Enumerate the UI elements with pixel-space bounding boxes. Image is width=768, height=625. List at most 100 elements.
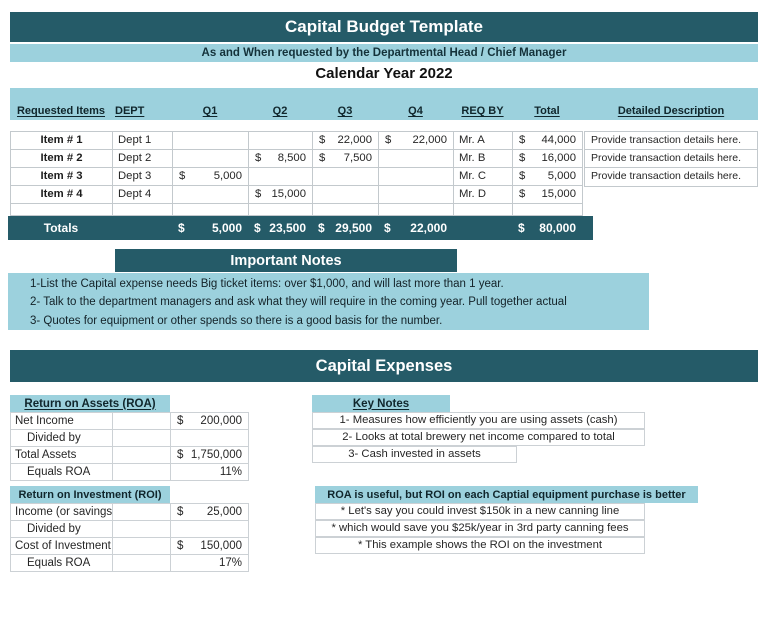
empty-cell[interactable] [113, 538, 171, 555]
empty-cell[interactable] [11, 204, 113, 216]
cell-q3[interactable]: $22,000 [313, 132, 379, 150]
cell-total[interactable]: $16,000 [513, 150, 583, 168]
cell-total[interactable]: $5,000 [513, 168, 583, 186]
roa-table: Net Income $200,000 Divided by Total Ass… [10, 412, 249, 481]
cell-total[interactable]: $44,000 [513, 132, 583, 150]
cell-req-by[interactable]: Mr. B [454, 150, 513, 168]
currency-symbol: $ [519, 152, 526, 164]
col-header-dept: DEPT [115, 105, 145, 117]
cell-req-by[interactable]: Mr. C [454, 168, 513, 186]
roi-label[interactable]: Income (or savings) [11, 504, 113, 521]
cell-q2[interactable] [249, 132, 313, 150]
key-note-line: 2- Looks at total brewery net income com… [312, 429, 645, 446]
cell-dept[interactable]: Dept 3 [113, 168, 173, 186]
cell-q4[interactable]: $22,000 [379, 132, 454, 150]
roi-value[interactable] [171, 521, 249, 538]
empty-cell[interactable] [173, 204, 249, 216]
roa-label[interactable]: Divided by [11, 430, 113, 447]
note-line: 3- Quotes for equipment or other spends … [30, 314, 443, 327]
cell-q2[interactable] [249, 168, 313, 186]
roa-label[interactable]: Equals ROA [11, 464, 113, 481]
page-title: Capital Budget Template [10, 12, 758, 42]
empty-cell[interactable] [113, 413, 171, 430]
col-header-req-by: REQ BY [461, 105, 504, 117]
currency-symbol: $ [179, 170, 186, 182]
key-notes-title: Key Notes [312, 395, 450, 412]
roa-label[interactable]: Total Assets [11, 447, 113, 464]
roi-note-line: * Let's say you could invest $150k in a … [315, 503, 645, 520]
empty-cell[interactable] [379, 204, 454, 216]
page-subtitle: As and When requested by the Departmenta… [10, 44, 758, 62]
cell-item-name[interactable]: Item # 4 [11, 186, 113, 204]
roi-result[interactable]: 17% [171, 555, 249, 572]
empty-cell[interactable] [513, 204, 583, 216]
roa-value[interactable]: $1,750,000 [171, 447, 249, 464]
budget-table: Item # 1 Dept 1 $22,000 $22,000 Mr. A $4… [10, 131, 583, 216]
cell-dept[interactable]: Dept 2 [113, 150, 173, 168]
important-notes-title: Important Notes [115, 249, 457, 272]
empty-cell[interactable] [249, 204, 313, 216]
cell-q1[interactable] [173, 132, 249, 150]
currency-symbol: $ [255, 188, 262, 200]
cell-q1[interactable] [173, 186, 249, 204]
cell-q3[interactable]: $7,500 [313, 150, 379, 168]
currency-symbol: $ [519, 134, 526, 146]
cell-q2[interactable]: $8,500 [249, 150, 313, 168]
important-notes-block: 1-List the Capital expense needs Big tic… [8, 273, 649, 330]
empty-cell[interactable] [454, 204, 513, 216]
cell-req-by[interactable]: Mr. D [454, 186, 513, 204]
cell-q1[interactable] [173, 150, 249, 168]
key-note-line: 3- Cash invested in assets [312, 446, 517, 463]
col-header-detailed-description: Detailed Description [617, 105, 725, 117]
cell-q3[interactable] [313, 168, 379, 186]
cell-q2[interactable]: $15,000 [249, 186, 313, 204]
cell-dept[interactable]: Dept 4 [113, 186, 173, 204]
currency-symbol: $ [385, 134, 392, 146]
roa-value[interactable] [171, 430, 249, 447]
cell-total[interactable]: $15,000 [513, 186, 583, 204]
empty-cell[interactable] [113, 504, 171, 521]
cell-q1[interactable]: $5,000 [173, 168, 249, 186]
note-line: 2- Talk to the department managers and a… [30, 296, 567, 309]
totals-q1: $5,000 [178, 221, 242, 235]
cell-item-name[interactable]: Item # 1 [11, 132, 113, 150]
roi-label[interactable]: Divided by [11, 521, 113, 538]
empty-cell[interactable] [113, 447, 171, 464]
cell-q4[interactable] [379, 186, 454, 204]
roa-result[interactable]: 11% [171, 464, 249, 481]
cell-description[interactable]: Provide transaction details here. [585, 132, 757, 150]
cell-description[interactable]: Provide transaction details here. [585, 150, 757, 168]
cell-description[interactable]: Provide transaction details here. [585, 168, 757, 186]
cell-item-name[interactable]: Item # 3 [11, 168, 113, 186]
empty-cell[interactable] [113, 204, 173, 216]
cell-q4[interactable] [379, 168, 454, 186]
currency-symbol: $ [519, 170, 526, 182]
budget-table-header-row: Requested Items DEPT Q1 Q2 Q3 Q4 REQ BY … [10, 88, 758, 120]
cell-item-name[interactable]: Item # 2 [11, 150, 113, 168]
roa-section-title: Return on Assets (ROA) [10, 395, 170, 412]
currency-symbol: $ [519, 188, 526, 200]
cell-q3[interactable] [313, 186, 379, 204]
col-header-q2: Q2 [272, 105, 288, 117]
roa-label[interactable]: Net Income [11, 413, 113, 430]
roi-value[interactable]: $150,000 [171, 538, 249, 555]
roa-value[interactable]: $200,000 [171, 413, 249, 430]
cell-req-by[interactable]: Mr. A [454, 132, 513, 150]
roi-label[interactable]: Equals ROA [11, 555, 113, 572]
currency-symbol: $ [319, 152, 326, 164]
cell-dept[interactable]: Dept 1 [113, 132, 173, 150]
empty-cell[interactable] [313, 204, 379, 216]
roi-value[interactable]: $25,000 [171, 504, 249, 521]
totals-q2: $23,500 [254, 221, 306, 235]
empty-cell[interactable] [113, 464, 171, 481]
col-header-total: Total [534, 105, 560, 117]
currency-symbol: $ [319, 134, 326, 146]
empty-cell[interactable] [113, 555, 171, 572]
roi-label[interactable]: Cost of Investment [11, 538, 113, 555]
cell-q4[interactable] [379, 150, 454, 168]
currency-symbol: $ [255, 152, 262, 164]
roi-table: Income (or savings) $25,000 Divided by C… [10, 503, 249, 572]
capital-expenses-title: Capital Expenses [10, 350, 758, 382]
empty-cell[interactable] [113, 521, 171, 538]
empty-cell[interactable] [113, 430, 171, 447]
